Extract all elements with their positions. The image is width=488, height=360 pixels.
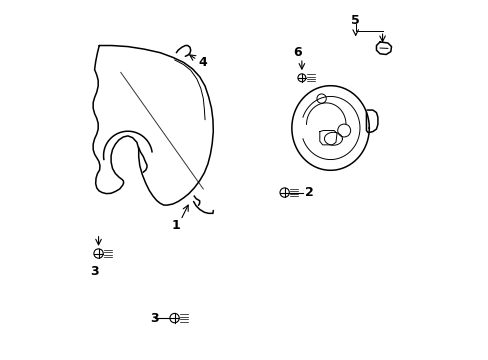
Text: 1: 1 (171, 219, 180, 233)
Text: 6: 6 (293, 46, 301, 59)
Text: 3: 3 (149, 311, 158, 325)
Text: 4: 4 (199, 56, 207, 69)
Text: 3: 3 (90, 265, 99, 278)
Text: 2: 2 (304, 186, 313, 199)
Text: 5: 5 (350, 14, 359, 27)
